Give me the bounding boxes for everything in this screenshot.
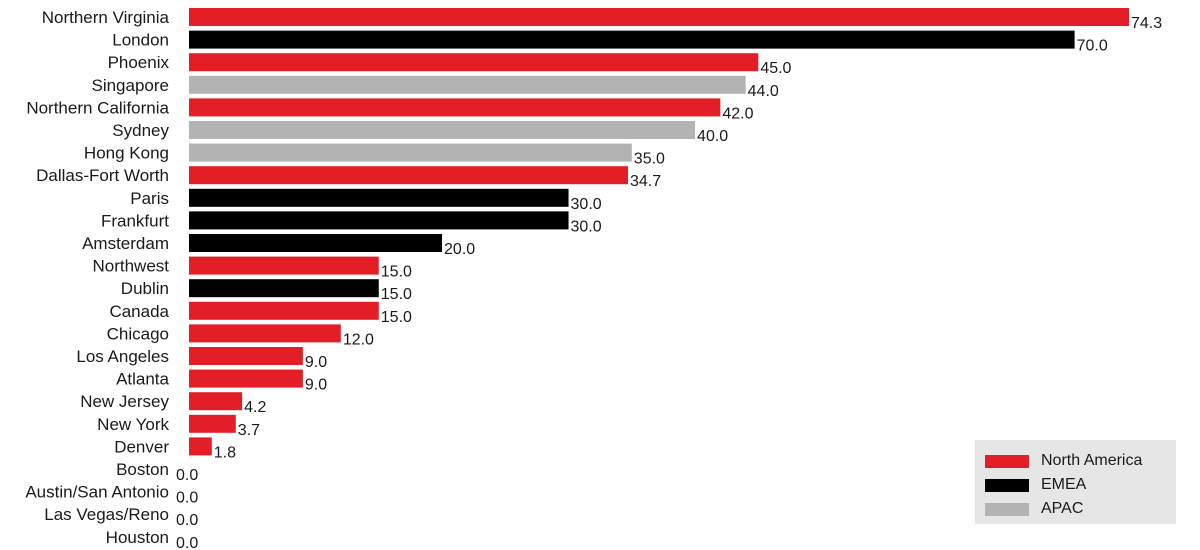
bar-atlanta <box>189 369 303 388</box>
category-label-london: London <box>112 31 169 50</box>
category-label-new-york: New York <box>97 415 169 434</box>
bar-northwest <box>189 256 379 275</box>
value-label-canada: 15.0 <box>381 309 412 326</box>
category-label-northern-california: Northern California <box>26 98 169 117</box>
bar-northern-california <box>189 98 721 117</box>
legend-swatch-north-america <box>985 454 1029 468</box>
value-label-paris: 30.0 <box>571 196 602 213</box>
value-label-las-vegas-reno: 0.0 <box>176 512 198 529</box>
value-label-dallas-fort-worth: 34.7 <box>630 173 661 190</box>
value-label-atlanta: 9.0 <box>305 377 327 394</box>
legend-swatch-apac <box>985 502 1029 516</box>
category-label-hong-kong: Hong Kong <box>84 144 169 163</box>
bar-new-york <box>189 414 236 433</box>
legend-item-north-america: North America <box>985 449 1176 473</box>
category-label-new-jersey: New Jersey <box>80 392 169 411</box>
legend-swatch-emea <box>985 478 1029 492</box>
bar-chicago <box>189 324 341 343</box>
category-label-paris: Paris <box>130 189 169 208</box>
category-label-northwest: Northwest <box>92 257 169 276</box>
category-label-singapore: Singapore <box>91 76 169 95</box>
value-label-austin-san-antonio: 0.0 <box>176 490 198 507</box>
bar-los-angeles <box>189 347 303 365</box>
category-label-northern-virginia: Northern Virginia <box>42 8 170 27</box>
category-label-dublin: Dublin <box>121 279 169 298</box>
value-label-denver: 1.8 <box>214 444 236 461</box>
bar-canada <box>189 301 379 320</box>
category-label-las-vegas-reno: Las Vegas/Reno <box>44 505 169 524</box>
category-label-chicago: Chicago <box>107 324 169 343</box>
category-label-houston: Houston <box>106 528 169 547</box>
value-label-amsterdam: 20.0 <box>444 241 475 258</box>
value-label-singapore: 44.0 <box>748 83 779 100</box>
value-label-chicago: 12.0 <box>343 331 374 348</box>
bar-dallas-fort-worth <box>189 166 629 185</box>
bar-dublin <box>189 279 379 298</box>
category-label-los-angeles: Los Angeles <box>76 347 169 366</box>
value-label-frankfurt: 30.0 <box>571 218 602 235</box>
bar-phoenix <box>189 53 759 72</box>
value-label-dublin: 15.0 <box>381 286 412 303</box>
value-label-sydney: 40.0 <box>697 128 728 145</box>
bar-singapore <box>189 75 746 94</box>
category-label-austin-san-antonio: Austin/San Antonio <box>25 483 169 502</box>
bar-sydney <box>189 121 696 139</box>
value-label-northern-virginia: 74.3 <box>1131 15 1162 32</box>
bar-amsterdam <box>189 234 443 252</box>
value-label-hong-kong: 35.0 <box>634 151 665 168</box>
value-label-new-york: 3.7 <box>238 422 260 439</box>
legend-item-emea: EMEA <box>985 473 1176 497</box>
legend-label-emea: EMEA <box>1041 476 1087 493</box>
bar-hong-kong <box>189 143 632 162</box>
value-label-london: 70.0 <box>1077 38 1108 55</box>
legend-label-north-america: North America <box>1041 452 1143 469</box>
value-label-los-angeles: 9.0 <box>305 354 327 371</box>
category-label-boston: Boston <box>116 460 169 479</box>
value-label-houston: 0.0 <box>176 535 198 550</box>
category-label-canada: Canada <box>109 302 169 321</box>
value-label-phoenix: 45.0 <box>760 60 791 77</box>
value-label-northern-california: 42.0 <box>722 105 753 122</box>
value-label-northwest: 15.0 <box>381 264 412 281</box>
category-label-atlanta: Atlanta <box>116 370 169 389</box>
category-label-denver: Denver <box>114 437 169 456</box>
value-label-boston: 0.0 <box>176 467 198 484</box>
bar-frankfurt <box>189 211 569 230</box>
bar-northern-virginia <box>189 8 1129 26</box>
bar-london <box>189 30 1075 49</box>
bar-paris <box>189 188 569 207</box>
category-label-dallas-fort-worth: Dallas-Fort Worth <box>36 166 169 185</box>
bar-new-jersey <box>189 392 243 411</box>
category-label-frankfurt: Frankfurt <box>101 211 169 230</box>
category-label-phoenix: Phoenix <box>108 53 170 72</box>
legend: North America EMEA APAC <box>975 440 1176 524</box>
category-label-sydney: Sydney <box>112 121 169 140</box>
value-label-new-jersey: 4.2 <box>244 399 266 416</box>
legend-item-apac: APAC <box>985 497 1176 521</box>
legend-label-apac: APAC <box>1041 500 1084 517</box>
category-label-amsterdam: Amsterdam <box>82 234 169 253</box>
bar-denver <box>189 437 212 456</box>
